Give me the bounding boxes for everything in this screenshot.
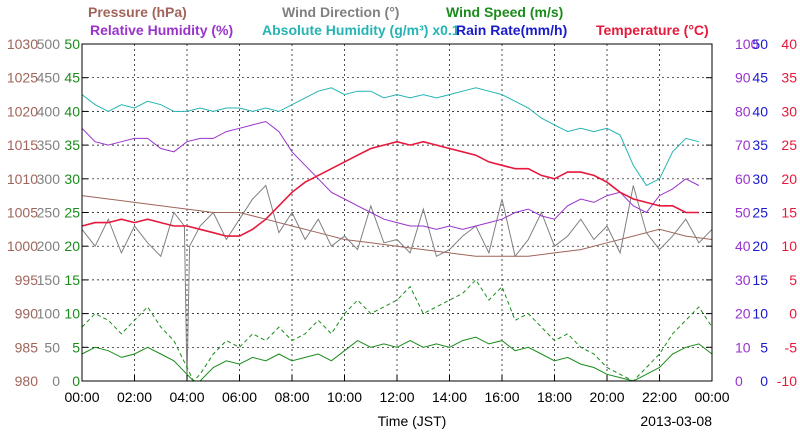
- y-tick-label-rain-rate: 5: [760, 339, 768, 355]
- y-tick-label-humidity: 20: [735, 306, 751, 322]
- y-tick-label-wind-direction: 500: [37, 36, 61, 52]
- y-tick-label-pressure: 1015: [7, 137, 38, 153]
- grid: [82, 44, 712, 381]
- y-tick-label-temperature: -10: [777, 373, 797, 389]
- x-tick-label: 14:00: [432, 389, 467, 405]
- y-tick-label-humidity: 10: [735, 339, 751, 355]
- y-tick-label-wind-direction: 100: [37, 306, 61, 322]
- y-tick-label-wind-direction: 450: [37, 70, 61, 86]
- y-tick-label-wind-speed: 20: [64, 238, 80, 254]
- y-tick-label-wind-speed: 15: [64, 272, 80, 288]
- y-tick-label-pressure: 1000: [7, 238, 38, 254]
- y-tick-label-rain-rate: 50: [752, 36, 768, 52]
- y-tick-label-temperature: 35: [781, 70, 797, 86]
- y-tick-label-rain-rate: 35: [752, 137, 768, 153]
- y-tick-label-wind-direction: 200: [37, 238, 61, 254]
- x-axis-label: Time (JST): [378, 413, 447, 429]
- y-tick-label-temperature: 25: [781, 137, 797, 153]
- y-tick-label-humidity: 90: [735, 70, 751, 86]
- x-tick-label: 22:00: [642, 389, 677, 405]
- y-tick-label-temperature: 10: [781, 238, 797, 254]
- y-tick-label-pressure: 1025: [7, 70, 38, 86]
- legend-entry: Absolute Humidity (g/m³) x0.1: [262, 22, 460, 38]
- y-tick-label-humidity: 70: [735, 137, 751, 153]
- y-tick-label-wind-speed: 5: [72, 339, 80, 355]
- y-tick-label-rain-rate: 10: [752, 306, 768, 322]
- y-tick-label-humidity: 80: [735, 103, 751, 119]
- x-tick-label: 00:00: [694, 389, 729, 405]
- y-tick-label-wind-speed: 45: [64, 70, 80, 86]
- y-tick-label-pressure: 980: [15, 373, 39, 389]
- x-tick-label: 04:00: [169, 389, 204, 405]
- y-tick-label-wind-direction: 300: [37, 171, 61, 187]
- y-tick-label-wind-direction: 150: [37, 272, 61, 288]
- y-tick-label-rain-rate: 20: [752, 238, 768, 254]
- y-tick-label-wind-direction: 0: [52, 373, 60, 389]
- y-tick-label-temperature: 5: [789, 272, 797, 288]
- series-line: [81, 184, 713, 382]
- y-tick-label-wind-direction: 400: [37, 103, 61, 119]
- y-tick-label-humidity: 50: [735, 205, 751, 221]
- y-tick-label-temperature: 30: [781, 103, 797, 119]
- y-tick-label-wind-direction: 50: [44, 339, 60, 355]
- series-line: [81, 140, 699, 237]
- y-tick-label-pressure: 1005: [7, 205, 38, 221]
- y-tick-label-wind-direction: 350: [37, 137, 61, 153]
- y-tick-label-rain-rate: 0: [760, 373, 768, 389]
- y-tick-label-wind-speed: 50: [64, 36, 80, 52]
- x-tick-label: 10:00: [327, 389, 362, 405]
- y-tick-label-temperature: 20: [781, 171, 797, 187]
- series-line: [81, 120, 700, 230]
- series-line: [81, 87, 700, 187]
- y-tick-label-rain-rate: 30: [752, 171, 768, 187]
- y-tick-label-pressure: 990: [15, 306, 39, 322]
- y-tick-label-pressure: 985: [15, 339, 39, 355]
- y-tick-label-rain-rate: 15: [752, 272, 768, 288]
- series-line: [81, 336, 713, 382]
- x-axis: 00:00 02:00 04:00 06:00 08:00 10:00 12:00 14:00…: [64, 375, 730, 405]
- x-tick-label: 00:00: [64, 389, 99, 405]
- y-tick-label-wind-speed: 0: [72, 373, 80, 389]
- y-axes: 9809859909951000100510101015102010251030…: [7, 36, 797, 389]
- y-tick-label-temperature: -5: [785, 339, 798, 355]
- y-tick-label-pressure: 1010: [7, 171, 38, 187]
- legend-entry: Wind Speed (m/s): [446, 4, 563, 20]
- y-tick-label-humidity: 30: [735, 272, 751, 288]
- y-tick-label-rain-rate: 40: [752, 103, 768, 119]
- x-tick-label: 12:00: [379, 389, 414, 405]
- y-tick-label-humidity: 100: [735, 36, 759, 52]
- y-tick-label-rain-rate: 25: [752, 205, 768, 221]
- series-line: [81, 195, 713, 257]
- y-tick-label-temperature: 40: [781, 36, 797, 52]
- y-tick-label-temperature: 15: [781, 205, 797, 221]
- legend-entry: Wind Direction (°): [282, 4, 399, 20]
- y-tick-label-pressure: 1020: [7, 103, 38, 119]
- y-tick-label-humidity: 40: [735, 238, 751, 254]
- legend-entry: Temperature (°C): [596, 22, 709, 38]
- y-tick-label-pressure: 995: [15, 272, 39, 288]
- y-tick-label-wind-speed: 10: [64, 306, 80, 322]
- legend-entry: Rain Rate(mm/h): [456, 22, 567, 38]
- legend-entry: Pressure (hPa): [88, 4, 187, 20]
- y-tick-label-rain-rate: 45: [752, 70, 768, 86]
- x-tick-label: 16:00: [484, 389, 519, 405]
- legend: Pressure (hPa) Wind Direction (°) Wind Spe…: [88, 4, 709, 38]
- x-tick-label: 06:00: [222, 389, 257, 405]
- y-tick-label-humidity: 60: [735, 171, 751, 187]
- y-tick-label-wind-speed: 35: [64, 137, 80, 153]
- y-tick-label-temperature: 0: [789, 306, 797, 322]
- x-tick-label: 20:00: [589, 389, 624, 405]
- y-tick-label-pressure: 1030: [7, 36, 38, 52]
- date-label: 2013-03-08: [640, 413, 712, 429]
- y-tick-label-wind-speed: 25: [64, 205, 80, 221]
- legend-entry: Relative Humidity (%): [90, 22, 233, 38]
- y-tick-label-wind-speed: 30: [64, 171, 80, 187]
- y-tick-label-wind-speed: 40: [64, 103, 80, 119]
- x-tick-label: 08:00: [274, 389, 309, 405]
- y-tick-label-humidity: 0: [735, 373, 743, 389]
- y-tick-label-wind-direction: 250: [37, 205, 61, 221]
- x-tick-label: 18:00: [537, 389, 572, 405]
- x-tick-label: 02:00: [117, 389, 152, 405]
